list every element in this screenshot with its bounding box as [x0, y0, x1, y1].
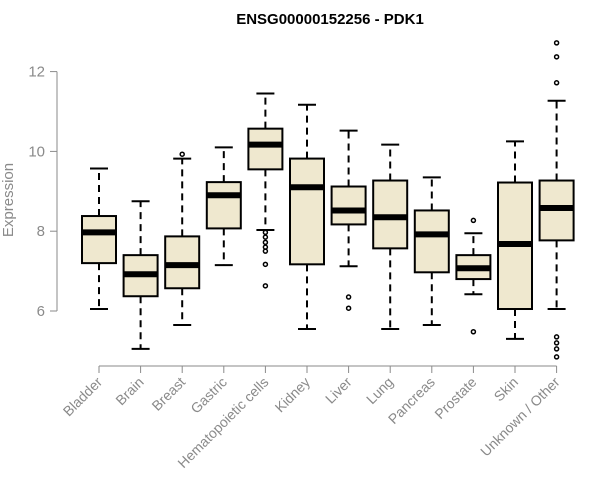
boxes-group: [81, 40, 575, 360]
outlier-point: [262, 261, 269, 268]
x-tick-label: Bladder: [60, 374, 106, 420]
outlier-point: [470, 328, 477, 335]
y-axis: 6 8 10 12: [28, 64, 58, 320]
outlier-point: [553, 340, 560, 346]
x-tick-label: Skin: [491, 374, 522, 405]
outlier-point: [553, 54, 560, 60]
box-pancreas: [413, 176, 450, 326]
outlier-point: [553, 40, 560, 46]
box-bladder: [81, 167, 117, 311]
box-gastric: [205, 146, 242, 267]
outlier-point: [262, 239, 269, 246]
box-prostate: [455, 217, 492, 335]
box-unknown-other: [538, 40, 575, 360]
outlier-point: [553, 346, 560, 352]
outlier-point: [553, 80, 560, 86]
box-skin: [497, 140, 533, 340]
box-body: [413, 209, 450, 274]
y-axis-label: Expression: [0, 163, 17, 237]
x-tick-label: Brain: [112, 374, 146, 408]
y-tick-label: 12: [28, 64, 45, 81]
box-body: [247, 127, 284, 171]
outlier-point: [553, 334, 560, 340]
box-body: [330, 185, 367, 226]
outlier-point: [179, 151, 185, 157]
outlier-point: [262, 283, 269, 289]
x-tick-label: Lung: [363, 374, 396, 407]
box-liver: [330, 129, 367, 311]
x-tick-label: Unknown / Other: [477, 374, 563, 460]
x-tick-label: Breast: [148, 374, 188, 414]
box-brain: [122, 200, 159, 350]
outlier-point: [345, 294, 352, 300]
box-body: [289, 157, 325, 266]
outlier-point: [262, 234, 269, 240]
y-tick-label: 10: [28, 143, 45, 160]
outlier-point: [262, 229, 269, 236]
box-kidney: [289, 103, 325, 330]
outlier-point: [262, 248, 269, 254]
box-hematopoietic-cells: [247, 92, 284, 289]
x-tick-label: Kidney: [272, 374, 314, 416]
y-tick-label: 6: [37, 303, 45, 320]
outlier-point: [470, 217, 477, 224]
box-lung: [372, 143, 409, 330]
chart-title: ENSG00000152256 - PDK1: [236, 11, 424, 28]
outlier-point: [345, 305, 352, 311]
box-breast: [164, 151, 201, 326]
box-body: [205, 181, 242, 230]
outlier-point: [553, 354, 560, 360]
x-tick-label: Prostate: [431, 374, 479, 422]
box-body: [81, 215, 117, 265]
y-tick-label: 8: [37, 223, 45, 240]
x-tick-label: Liver: [322, 374, 355, 407]
